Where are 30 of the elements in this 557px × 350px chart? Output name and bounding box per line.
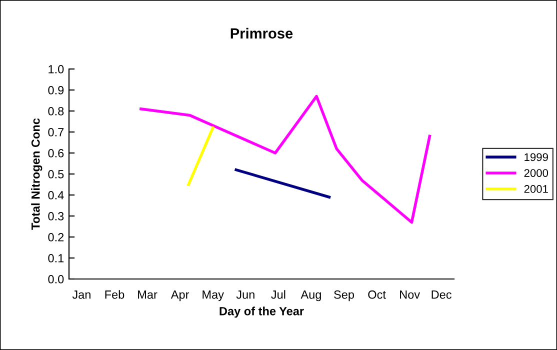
y-tick-label: 0.7 bbox=[48, 128, 64, 136]
legend-label: 1999 bbox=[524, 153, 548, 162]
y-tick-label: 0.1 bbox=[48, 254, 64, 262]
x-tick-label: Nov bbox=[400, 290, 420, 299]
x-tick-label: May bbox=[202, 290, 224, 302]
x-tick-label: Jan bbox=[72, 290, 90, 299]
x-tick-label: Apr bbox=[170, 290, 190, 302]
y-axis-title: Total Nitrogen Conc bbox=[31, 118, 42, 230]
y-tick-label: 1.0 bbox=[48, 65, 64, 74]
x-tick-label: Jul bbox=[271, 290, 286, 299]
y-tick-label: 0.2 bbox=[48, 233, 64, 242]
line-series bbox=[140, 94, 432, 224]
legend-label: 2001 bbox=[524, 185, 548, 193]
y-tick-label: 0.9 bbox=[48, 86, 64, 94]
x-tick-label: Dec bbox=[432, 290, 452, 299]
y-tick-label: 0.6 bbox=[48, 149, 64, 158]
x-tick-label: Jun bbox=[236, 290, 254, 299]
x-tick-label: Aug bbox=[300, 290, 321, 302]
y-tick-label: 0.5 bbox=[48, 170, 64, 178]
y-tick-label: 0.0 bbox=[48, 275, 64, 284]
y-tick-label: 0.3 bbox=[48, 212, 64, 220]
chart-title: Primrose bbox=[230, 28, 293, 39]
x-axis-title: Day of the Year bbox=[220, 306, 304, 318]
y-tick-label: 0.8 bbox=[48, 107, 64, 116]
x-tick-label: Feb bbox=[105, 290, 124, 299]
legend-label: 2000 bbox=[524, 169, 548, 177]
x-tick-label: Sep bbox=[334, 290, 354, 302]
x-tick-label: Oct bbox=[368, 290, 386, 299]
y-tick-label: 0.4 bbox=[48, 191, 64, 200]
x-tick-label: Mar bbox=[138, 290, 158, 299]
